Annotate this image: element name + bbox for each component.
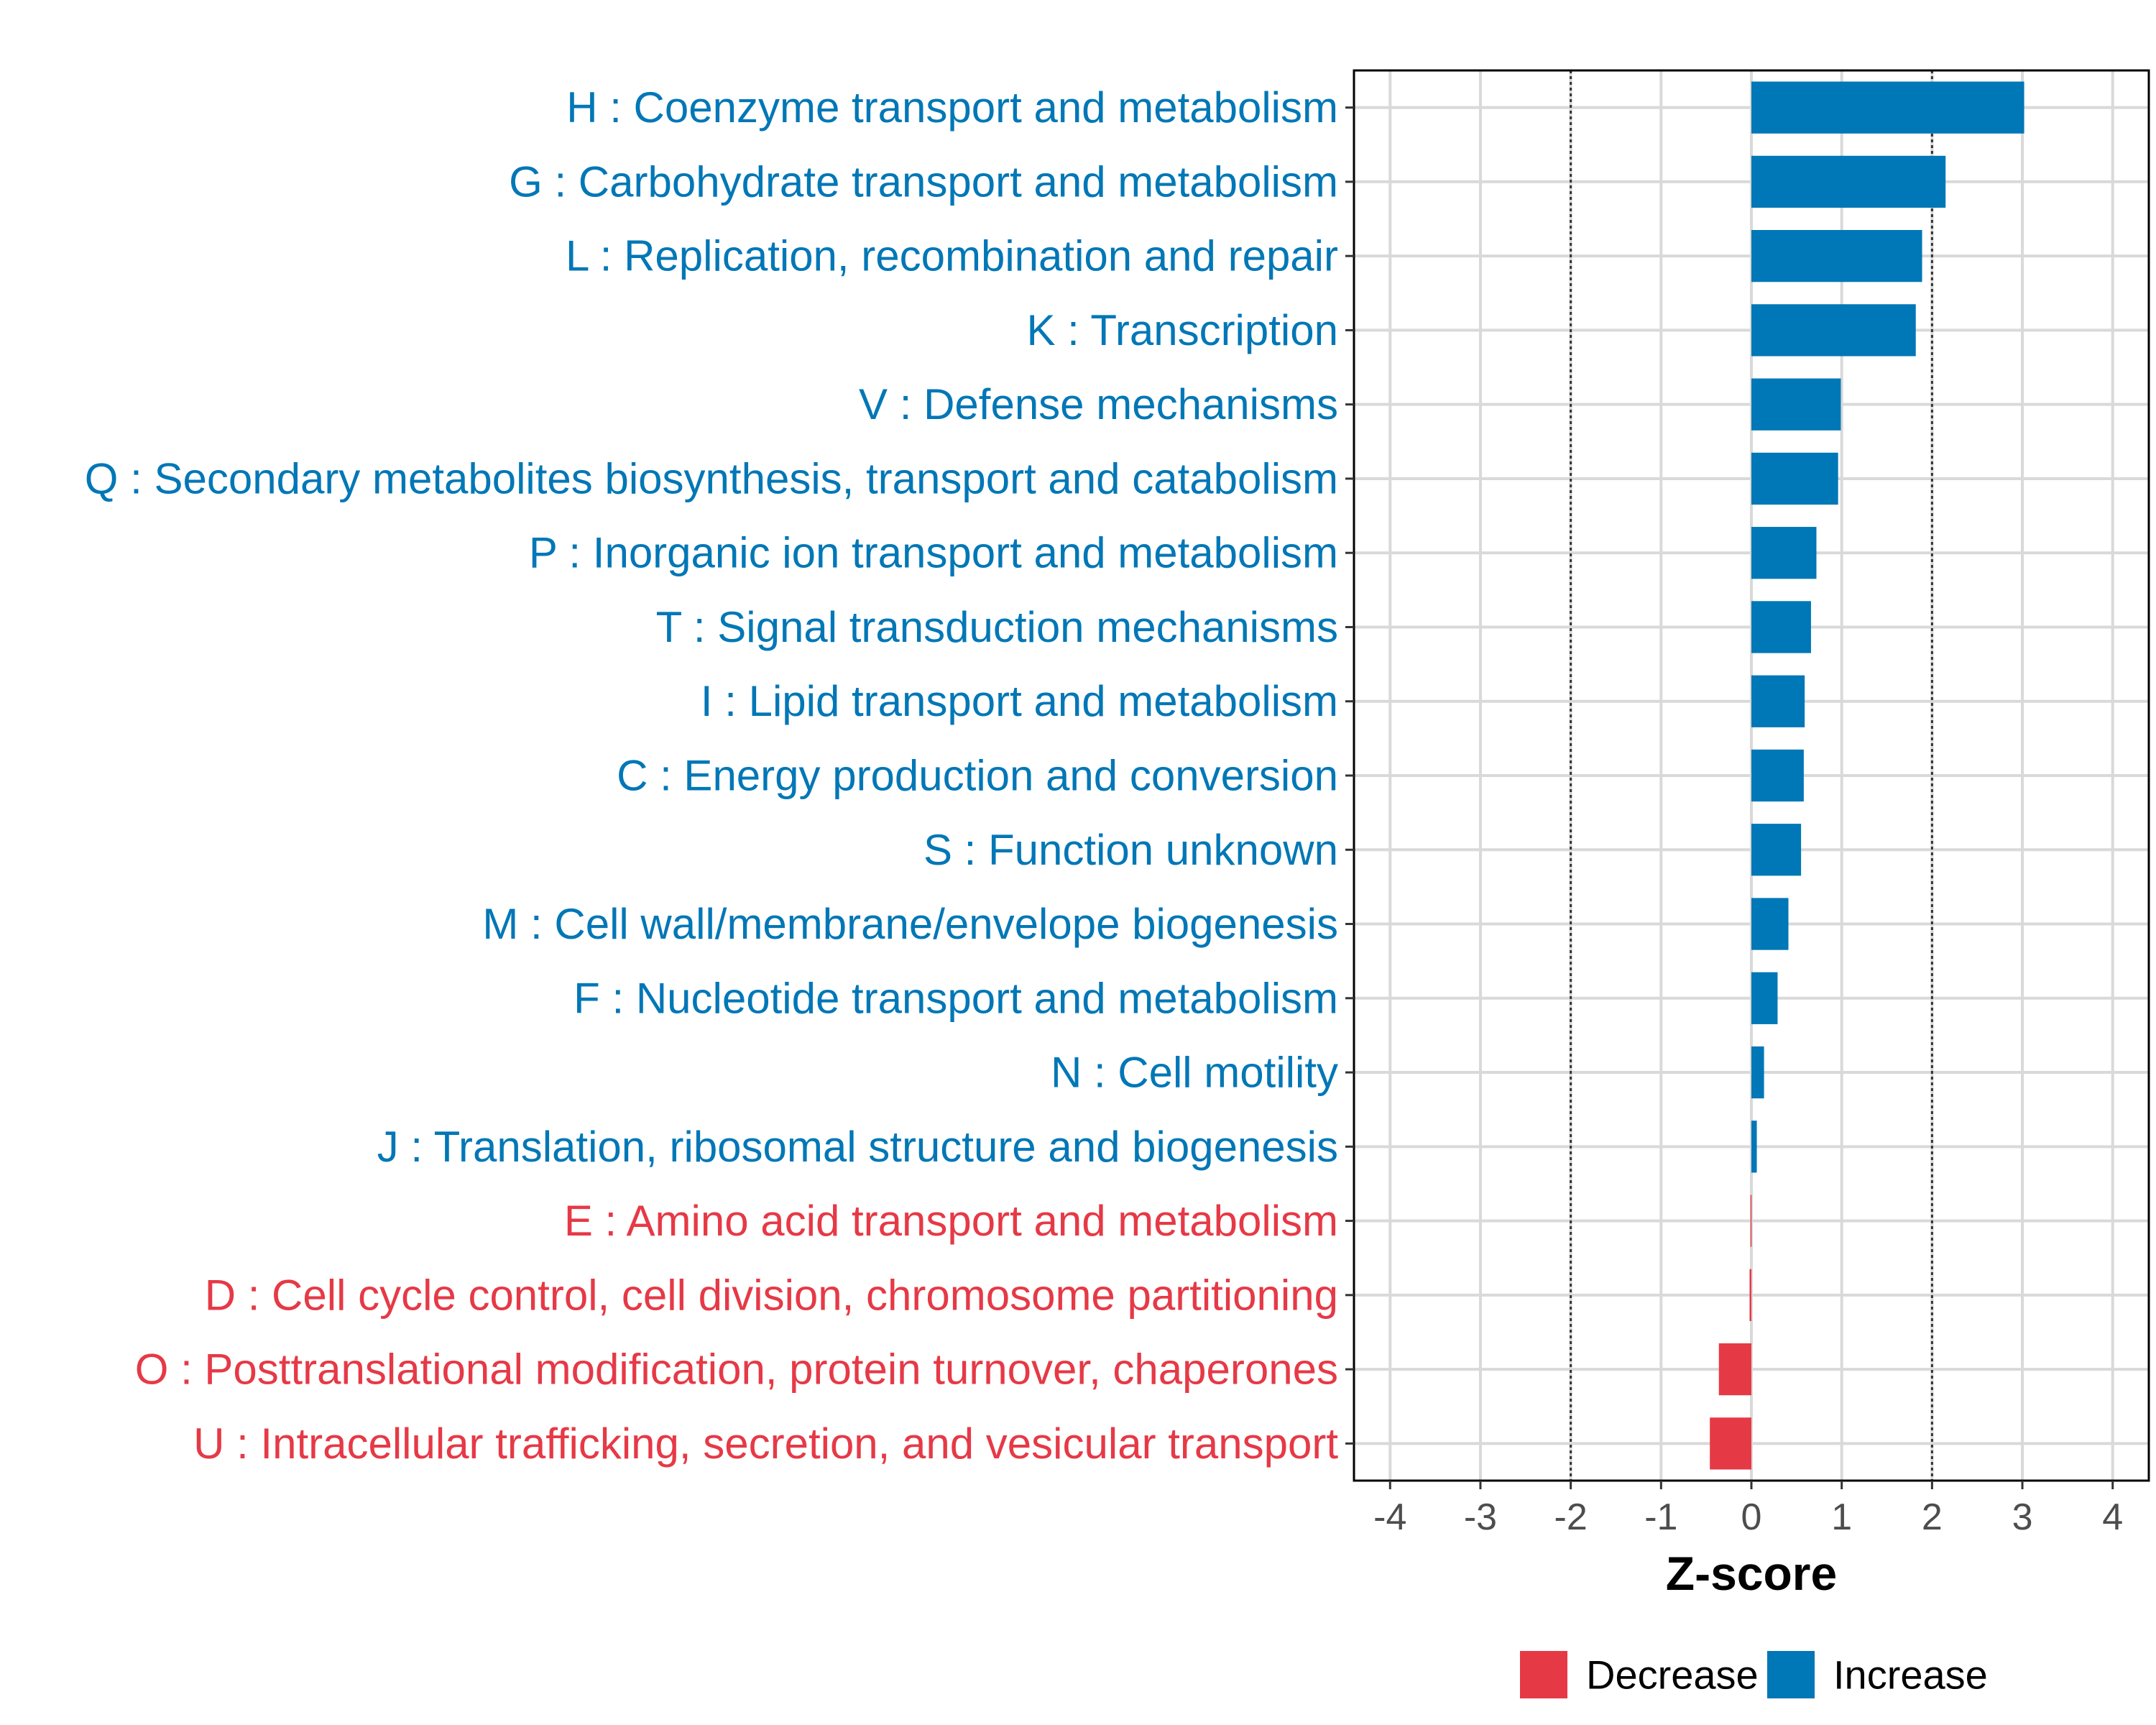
category-label: H : Coenzyme transport and metabolism (566, 83, 1338, 132)
category-label: F : Nucleotide transport and metabolism (573, 974, 1338, 1022)
x-tick-label: 2 (1922, 1496, 1943, 1538)
x-tick-label: -4 (1373, 1496, 1406, 1538)
bar (1751, 81, 2024, 134)
threshold-lines (1570, 70, 1933, 1481)
category-label: J : Translation, ribosomal structure and… (377, 1123, 1338, 1171)
category-label: T : Signal transduction mechanisms (656, 603, 1338, 651)
bar (1751, 378, 1841, 431)
x-axis-title: Z-score (1666, 1547, 1837, 1600)
bar (1718, 1343, 1751, 1396)
category-label: D : Cell cycle control, cell division, c… (205, 1271, 1338, 1319)
category-label: N : Cell motility (1051, 1049, 1338, 1097)
x-tick-label: -3 (1464, 1496, 1497, 1538)
bar (1751, 972, 1778, 1024)
bar (1710, 1417, 1751, 1470)
x-axis: -4 -3 -2 -1 0 1 2 3 4 (1373, 1481, 2123, 1538)
bar (1749, 1269, 1751, 1321)
bar (1750, 1195, 1752, 1247)
bar (1751, 155, 1946, 208)
bar (1751, 452, 1838, 505)
bar (1751, 1121, 1757, 1173)
legend: Decrease Increase (1520, 1651, 1988, 1698)
bar (1751, 527, 1817, 579)
category-label: S : Function unknown (923, 826, 1338, 874)
bars (1710, 81, 2024, 1470)
x-tick-label: -2 (1554, 1496, 1588, 1538)
x-tick-label: -1 (1644, 1496, 1677, 1538)
bar (1751, 1046, 1764, 1099)
category-label: P : Inorganic ion transport and metaboli… (529, 529, 1338, 577)
legend-label: Decrease (1586, 1652, 1759, 1698)
category-label: Q : Secondary metabolites biosynthesis, … (85, 454, 1338, 502)
legend-label: Increase (1833, 1652, 1988, 1698)
category-label: V : Defense mechanisms (859, 380, 1338, 428)
legend-swatch-decrease (1520, 1651, 1567, 1698)
bar (1751, 230, 1922, 282)
bar (1751, 675, 1805, 727)
bar (1751, 749, 1804, 802)
category-label: U : Intracellular trafficking, secretion… (193, 1420, 1338, 1468)
x-tick-label: 0 (1741, 1496, 1762, 1538)
category-label: O : Posttranslational modification, prot… (135, 1346, 1338, 1394)
bar (1751, 824, 1802, 876)
bar (1751, 304, 1916, 356)
legend-swatch-increase (1767, 1651, 1815, 1698)
x-tick-label: 1 (1831, 1496, 1852, 1538)
category-label: G : Carbohydrate transport and metabolis… (509, 157, 1338, 206)
y-axis: H : Coenzyme transport and metabolism G :… (85, 83, 1354, 1468)
category-label: I : Lipid transport and metabolism (701, 677, 1338, 725)
bar (1751, 601, 1811, 653)
category-label: E : Amino acid transport and metabolism (564, 1197, 1338, 1245)
x-tick-label: 3 (2012, 1496, 2033, 1538)
category-label: M : Cell wall/membrane/envelope biogenes… (482, 900, 1338, 948)
category-label: K : Transcription (1026, 306, 1338, 354)
x-tick-label: 4 (2102, 1496, 2123, 1538)
bar (1751, 898, 1789, 950)
category-label: C : Energy production and conversion (617, 752, 1338, 800)
category-label: L : Replication, recombination and repai… (566, 232, 1338, 280)
